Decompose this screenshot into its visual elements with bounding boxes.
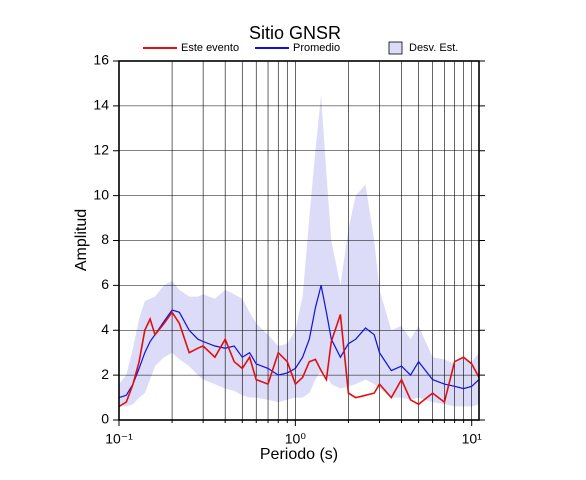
y-tick-label: 14 [93,97,109,113]
y-tick-label: 0 [101,411,109,427]
y-tick-label: 16 [93,52,109,68]
x-axis-label: Periodo (s) [260,446,338,463]
y-tick-label: 8 [101,231,109,247]
y-tick-label: 12 [93,141,109,157]
x-tick-label: 10⁰ [285,431,307,447]
y-tick-label: 10 [93,186,109,202]
data-line [118,310,480,408]
legend-label: Este evento [181,42,239,54]
legend-label: Desv. Est. [409,42,458,54]
y-axis-label: Amplitud [73,209,90,271]
chart-title: Sitio GNSR [249,23,341,43]
y-tick-label: 6 [101,276,109,292]
y-tick-label: 2 [101,366,109,382]
y-tick-label: 4 [101,321,109,337]
legend-swatch [388,41,403,55]
x-tick-label: 10⁻¹ [105,431,133,447]
x-tick-label: 10¹ [462,431,483,447]
std-band [119,94,479,407]
legend-label: Promedio [293,42,340,54]
data-line [118,285,480,399]
